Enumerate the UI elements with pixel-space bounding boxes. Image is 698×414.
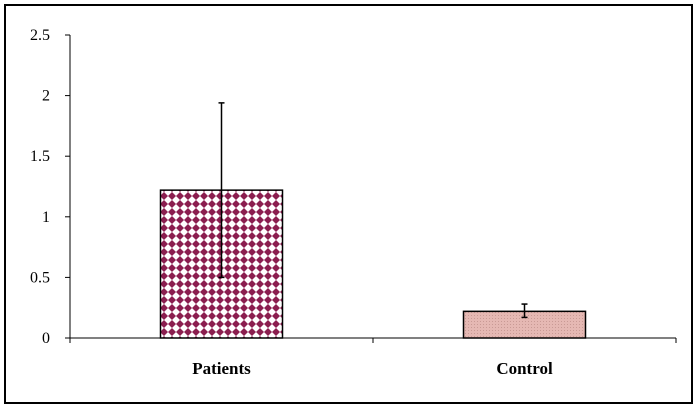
x-category-label-control: Control <box>496 359 553 378</box>
y-tick-label: 1.5 <box>30 148 50 165</box>
y-tick-label: 1 <box>42 209 50 226</box>
y-tick-label: 2 <box>42 88 50 105</box>
y-tick-label: 2.5 <box>30 27 50 44</box>
x-category-label-patients: Patients <box>192 359 251 378</box>
chart-frame <box>4 4 693 404</box>
y-tick-label: 0 <box>42 330 50 347</box>
y-tick-label: 0.5 <box>30 269 50 286</box>
